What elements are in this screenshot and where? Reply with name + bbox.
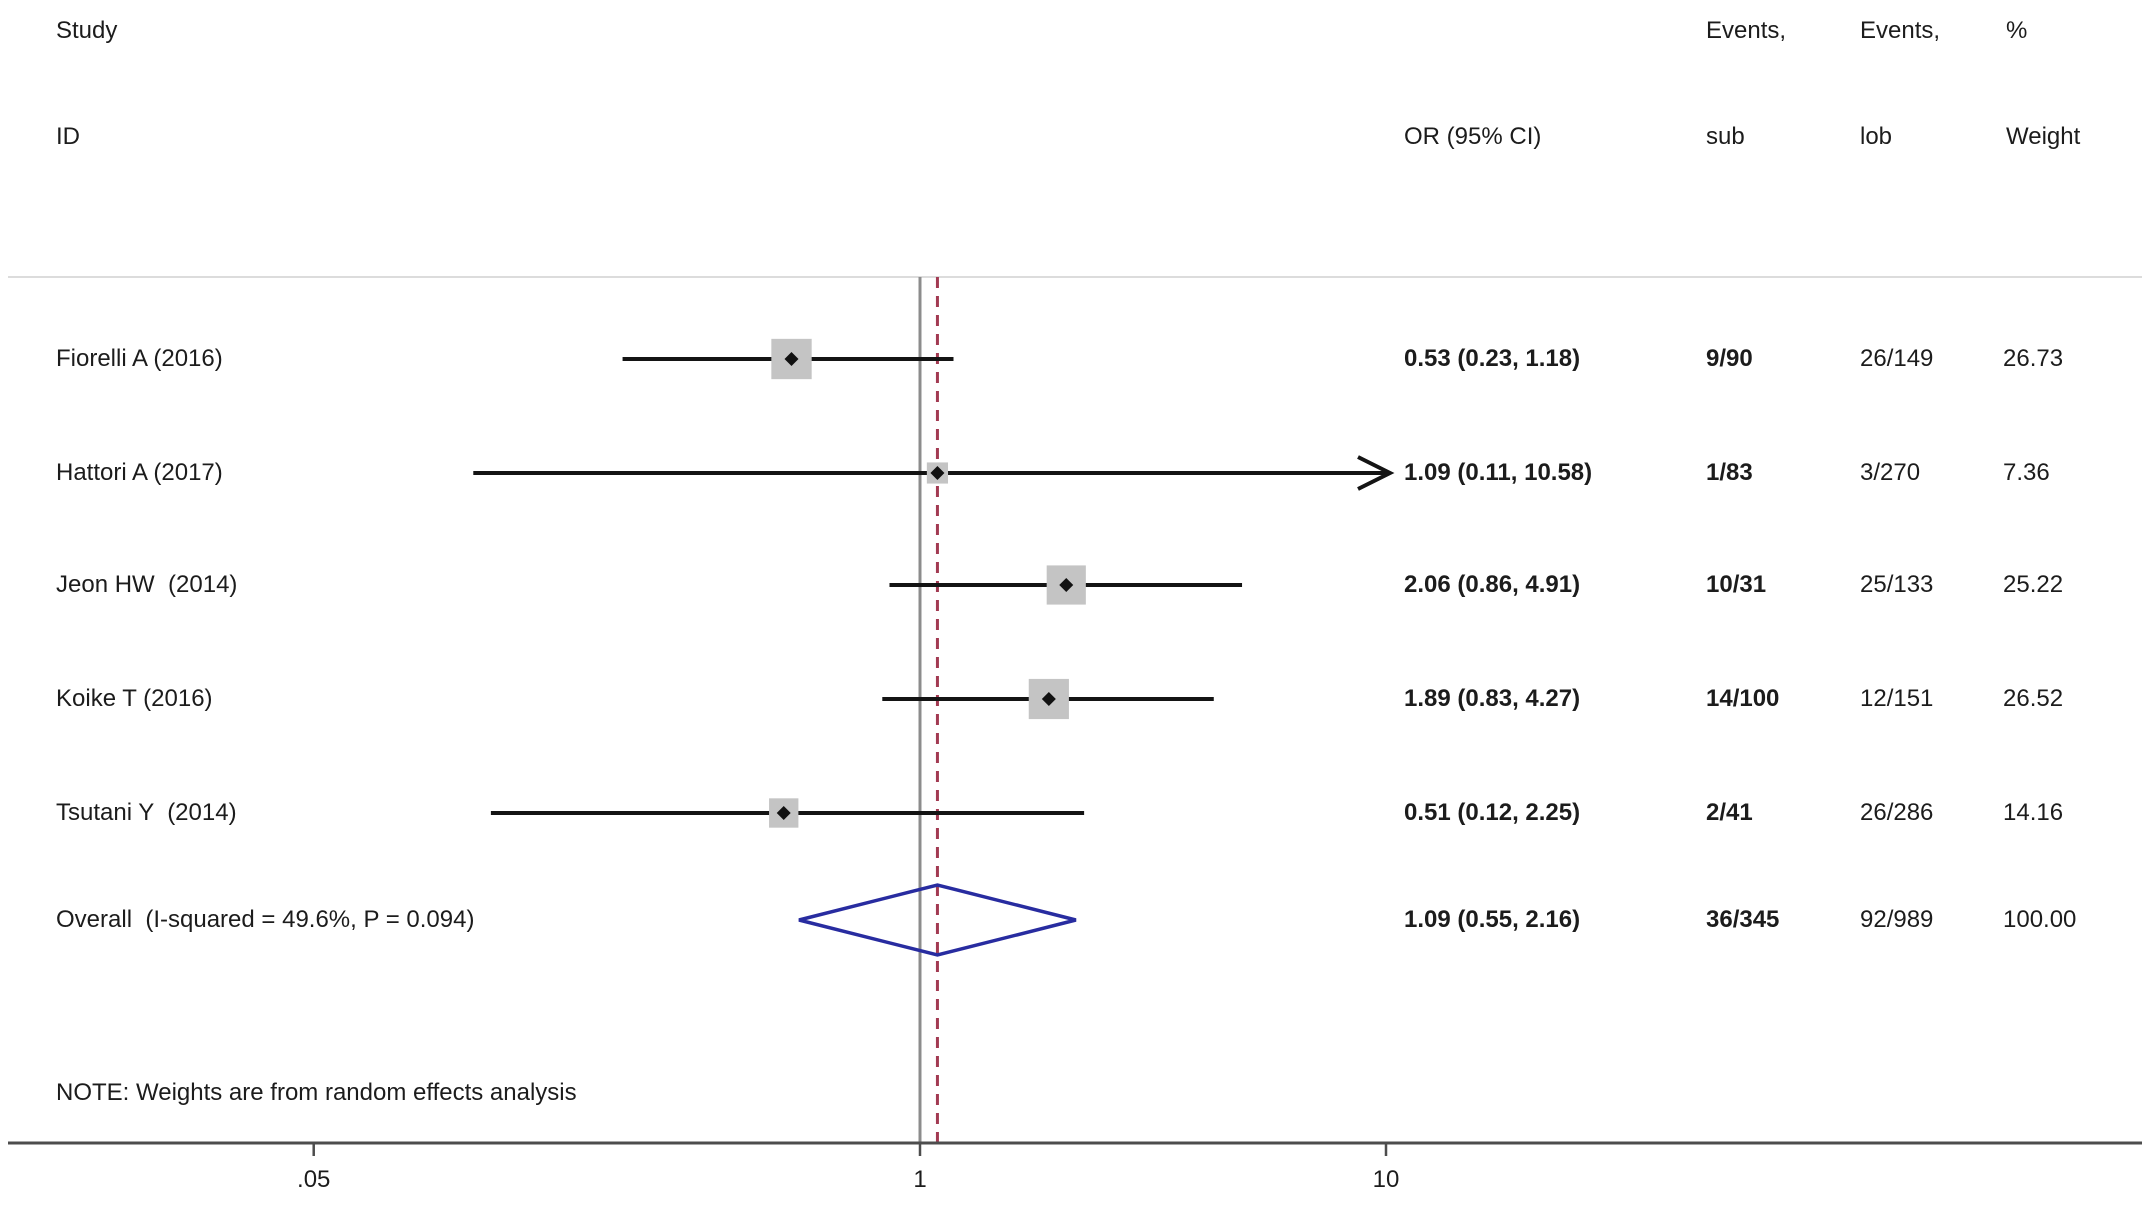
overall-events-lob: 92/989 [1860, 906, 1934, 933]
study-weight: 7.36 [2003, 459, 2050, 486]
overall-or-ci: 1.09 (0.55, 2.16) [1404, 906, 1581, 933]
overall-label: Overall (I-squared = 49.6%, P = 0.094) [56, 906, 475, 933]
point-estimate-marker [784, 352, 799, 366]
study-weight: 25.22 [2003, 571, 2064, 598]
point-estimate-marker [930, 466, 945, 480]
col-header-events-sub-1: Events, [1706, 17, 1787, 44]
study-weight: 26.52 [2003, 685, 2064, 712]
note-text: NOTE: Weights are from random effects an… [56, 1079, 577, 1106]
col-header-or: OR (95% CI) [1404, 123, 1542, 150]
study-or-ci: 0.51 (0.12, 2.25) [1404, 799, 1581, 826]
x-tick-label: 10 [1372, 1166, 1400, 1193]
study-or-ci: 2.06 (0.86, 4.91) [1404, 571, 1581, 598]
study-events-sub: 10/31 [1706, 571, 1767, 598]
study-events-lob: 26/286 [1860, 799, 1934, 826]
study-events-lob: 12/151 [1860, 685, 1934, 712]
ci-clip-arrow [1357, 455, 1395, 491]
study-events-sub: 1/83 [1706, 459, 1753, 486]
study-weight: 26.73 [2003, 345, 2064, 372]
study-label: Hattori A (2017) [56, 459, 223, 486]
study-events-lob: 25/133 [1860, 571, 1934, 598]
col-header-weight-1: % [2006, 17, 2028, 44]
col-header-study: Study [56, 17, 118, 44]
study-events-lob: 26/149 [1860, 345, 1934, 372]
col-header-id: ID [56, 123, 80, 150]
x-tick-label: 1 [913, 1166, 927, 1193]
x-tick-label: .05 [297, 1166, 331, 1193]
study-events-lob: 3/270 [1860, 459, 1921, 486]
study-events-sub: 9/90 [1706, 345, 1753, 372]
point-estimate-marker [1059, 578, 1074, 592]
study-or-ci: 1.89 (0.83, 4.27) [1404, 685, 1581, 712]
col-header-events-lob-2: lob [1860, 123, 1893, 150]
study-or-ci: 1.09 (0.11, 10.58) [1404, 459, 1593, 486]
overall-diamond [798, 883, 1077, 957]
overall-events-sub: 36/345 [1706, 906, 1780, 933]
study-weight: 14.16 [2003, 799, 2064, 826]
study-label: Tsutani Y (2014) [56, 799, 237, 826]
point-estimate-marker [1041, 692, 1056, 706]
study-or-ci: 0.53 (0.23, 1.18) [1404, 345, 1581, 372]
col-header-events-lob-1: Events, [1860, 17, 1941, 44]
study-label: Koike T (2016) [56, 685, 213, 712]
study-label: Jeon HW (2014) [56, 571, 238, 598]
study-events-sub: 14/100 [1706, 685, 1780, 712]
overall-weight: 100.00 [2003, 906, 2077, 933]
col-header-weight-2: Weight [2006, 123, 2081, 150]
point-estimate-marker [776, 806, 791, 820]
study-label: Fiorelli A (2016) [56, 345, 223, 372]
study-events-sub: 2/41 [1706, 799, 1753, 826]
col-header-events-sub-2: sub [1706, 123, 1745, 150]
